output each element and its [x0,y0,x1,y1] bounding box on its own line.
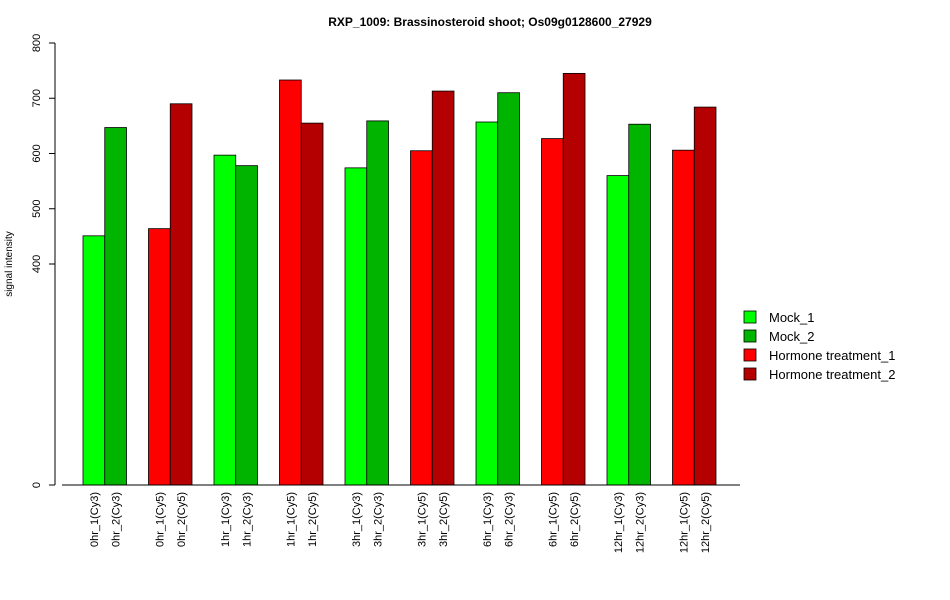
bar [497,92,520,486]
x-tick-label: 3hr_2(Cy5) [438,492,450,547]
chart-title: RXP_1009: Brassinosteroid shoot; Os09g01… [328,15,652,29]
y-axis: 0 400 500 600 700 800 [31,34,56,488]
bar [693,106,717,486]
y-tick-label: 800 [31,34,43,52]
y-tick-label: 700 [31,89,43,107]
x-tick-label: 0hr_1(Cy5) [154,492,166,547]
x-tick-label: 3hr_1(Cy3) [351,492,363,547]
bar [410,150,433,486]
y-axis-label: signal intensity [4,231,15,297]
y-tick-label: 400 [31,255,43,273]
bar [148,228,171,486]
legend-swatch [743,367,757,381]
legend-swatch [743,329,757,343]
legend-label: Hormone treatment_1 [769,348,895,363]
legend-swatch [743,348,757,362]
y-tick-label: 0 [31,482,43,488]
x-tick-label: 12hr_1(Cy5) [678,492,690,553]
x-tick-label: 6hr_1(Cy3) [482,492,494,547]
x-tick-label: 3hr_2(Cy3) [373,492,385,547]
x-tick-label: 1hr_2(Cy5) [307,492,319,547]
bar [82,235,106,486]
x-tick-labels: 0hr_1(Cy3) 0hr_2(Cy3) 0hr_1(Cy5) 0hr_2(Cy5)… [89,492,712,553]
bar [235,165,258,486]
x-tick-label: 6hr_1(Cy5) [547,492,559,547]
legend-swatch [743,310,757,324]
bar [104,127,127,486]
x-tick-label: 12hr_2(Cy3) [635,492,647,553]
bar [213,154,237,486]
x-tick-label: 6hr_2(Cy3) [504,492,516,547]
bar [169,103,193,486]
x-tick-label: 0hr_1(Cy3) [89,492,101,547]
legend-label: Mock_2 [769,329,815,344]
x-tick-label: 1hr_1(Cy3) [220,492,232,547]
legend-label: Hormone treatment_2 [769,367,895,382]
x-tick-label: 6hr_2(Cy5) [569,492,581,547]
x-tick-label: 0hr_2(Cy5) [176,492,188,547]
bars [82,72,717,486]
bar [300,122,324,486]
legend-label: Mock_1 [769,310,815,325]
bar [279,79,302,486]
x-tick-label: 1hr_2(Cy3) [242,492,254,547]
x-tick-label: 0hr_2(Cy3) [111,492,123,547]
legend: Mock_1 Mock_2 Hormone treatment_1 Hormone t… [743,310,895,382]
bar [562,72,586,486]
y-tick-label: 500 [31,200,43,218]
bar [541,138,564,486]
x-tick-label: 3hr_1(Cy5) [416,492,428,547]
bar [628,123,651,486]
y-tick-label: 600 [31,144,43,162]
bar [606,175,630,486]
x-tick-label: 1hr_1(Cy5) [285,492,297,547]
bar [431,90,455,486]
bar [366,120,389,486]
bar [475,121,499,486]
x-tick-label: 12hr_2(Cy5) [700,492,712,553]
x-tick-label: 12hr_1(Cy3) [613,492,625,553]
bar [344,167,368,486]
bar [672,149,695,486]
